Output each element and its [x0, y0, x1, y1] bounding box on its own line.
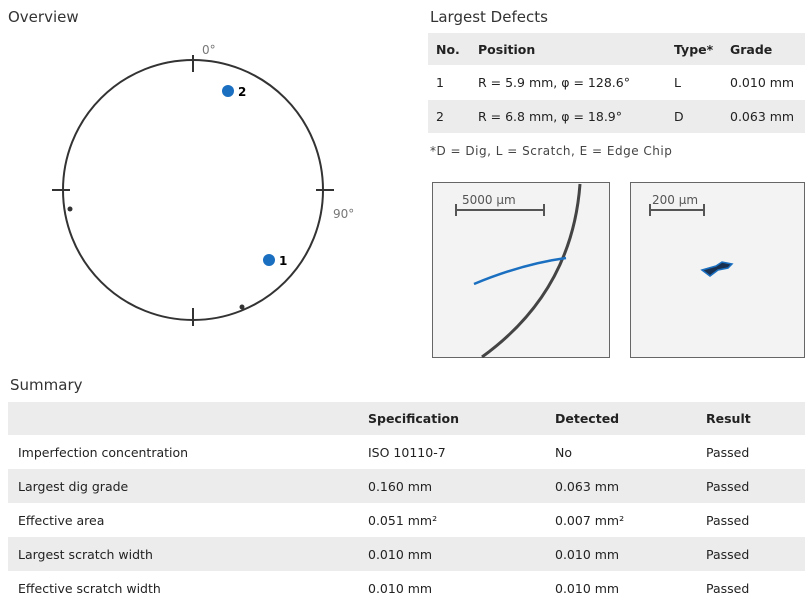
- table-cell: Passed: [706, 479, 749, 494]
- summary-title: Summary: [10, 376, 83, 394]
- table-cell: Passed: [706, 513, 749, 528]
- table-row: Imperfection concentration ISO 10110-7 No P…: [8, 435, 805, 469]
- table-row: Largest scratch width 0.010 mm 0.010 mm Pas…: [8, 537, 805, 571]
- table-header: No. Position Type* Grade: [428, 33, 805, 65]
- table-cell: D: [674, 109, 684, 124]
- defects-title: Largest Defects: [430, 8, 548, 26]
- table-cell: Largest dig grade: [18, 479, 128, 494]
- table-cell: R = 6.8 mm, φ = 18.9°: [478, 109, 622, 124]
- table-cell: Passed: [706, 581, 749, 596]
- header-cell: No.: [436, 42, 460, 57]
- table-cell: Effective area: [18, 513, 104, 528]
- report: Overview 0° 90° 1 2 Largest Defects *D =…: [0, 0, 805, 596]
- table-cell: 0.160 mm: [368, 479, 432, 494]
- header-cell: Result: [706, 411, 751, 426]
- defect-marker: [263, 254, 275, 266]
- header-cell: Type*: [674, 42, 713, 57]
- wafer-outline: [63, 60, 323, 320]
- table-cell: 0.063 mm: [730, 109, 794, 124]
- defect-image: 200 µm: [630, 182, 805, 358]
- overview-title: Overview: [8, 8, 79, 26]
- table-row: Effective scratch width 0.010 mm 0.010 mm P…: [8, 571, 805, 596]
- table-row: Largest dig grade 0.160 mm 0.063 mm Passed: [8, 469, 805, 503]
- table-cell: 1: [436, 75, 444, 90]
- header-cell: Detected: [555, 411, 619, 426]
- scale-label: 5000 µm: [462, 193, 516, 207]
- table-cell: 0.063 mm: [555, 479, 619, 494]
- table-cell: 0.010 mm: [555, 547, 619, 562]
- table-row: Effective area 0.051 mm² 0.007 mm² Passed: [8, 503, 805, 537]
- table-cell: Effective scratch width: [18, 581, 161, 596]
- table-cell: ISO 10110-7: [368, 445, 446, 460]
- table-row: 1 R = 5.9 mm, φ = 128.6° L 0.010 mm: [428, 65, 805, 100]
- table-cell: L: [674, 75, 681, 90]
- marker-label: 1: [279, 254, 287, 268]
- table-cell: 0.007 mm²: [555, 513, 624, 528]
- angle-label: 0°: [202, 43, 216, 57]
- table-row: 2 R = 6.8 mm, φ = 18.9° D 0.063 mm: [428, 100, 805, 133]
- table-cell: 0.010 mm: [368, 547, 432, 562]
- table-cell: Passed: [706, 445, 749, 460]
- table-cell: 0.051 mm²: [368, 513, 437, 528]
- table-cell: 0.010 mm: [555, 581, 619, 596]
- table-cell: 2: [436, 109, 444, 124]
- table-cell: Passed: [706, 547, 749, 562]
- marker-label: 2: [238, 85, 246, 99]
- small-defect: [240, 305, 245, 310]
- table-cell: Largest scratch width: [18, 547, 153, 562]
- header-cell: Specification: [368, 411, 459, 426]
- image-frame: [433, 183, 610, 358]
- defect-image: 5000 µm: [432, 182, 610, 358]
- header-cell: Position: [478, 42, 535, 57]
- defects-note: *D = Dig, L = Scratch, E = Edge Chip: [430, 144, 672, 158]
- table-cell: No: [555, 445, 572, 460]
- table-cell: R = 5.9 mm, φ = 128.6°: [478, 75, 630, 90]
- header-cell: Grade: [730, 42, 772, 57]
- table-cell: 0.010 mm: [368, 581, 432, 596]
- table-cell: 0.010 mm: [730, 75, 794, 90]
- scale-label: 200 µm: [652, 193, 698, 207]
- small-defect: [68, 207, 73, 212]
- overview-diagram: 0° 90° 1 2: [0, 30, 400, 350]
- defect-marker: [222, 85, 234, 97]
- table-cell: Imperfection concentration: [18, 445, 188, 460]
- table-header: Specification Detected Result: [8, 402, 805, 435]
- angle-label: 90°: [333, 207, 354, 221]
